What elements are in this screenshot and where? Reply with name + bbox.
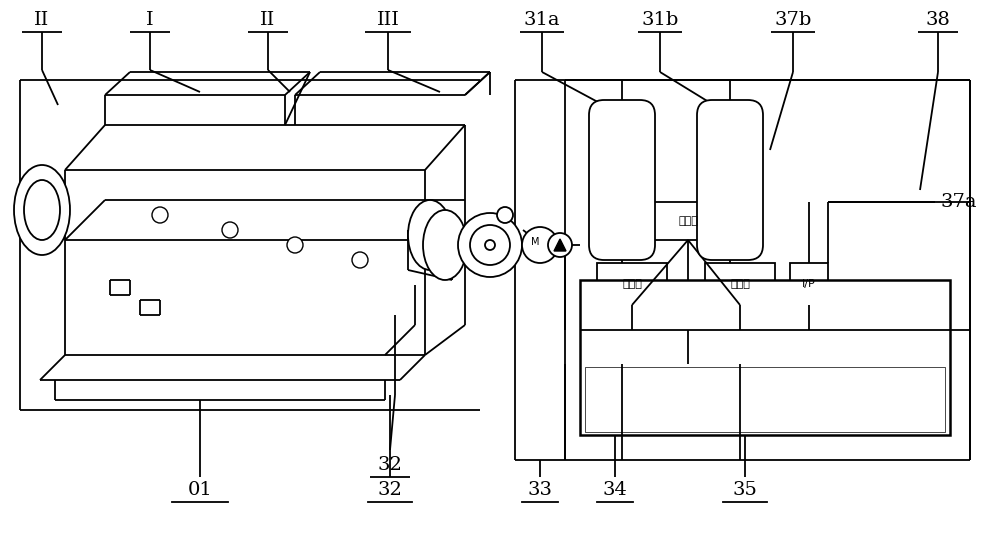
Bar	[597, 263, 667, 305]
Text: 三通阀: 三通阀	[622, 279, 642, 289]
Ellipse shape	[152, 207, 168, 223]
Text: I: I	[146, 11, 154, 29]
Bar	[580, 280, 950, 435]
Bar	[705, 263, 775, 305]
Bar	[585, 367, 945, 432]
Text: 31b: 31b	[641, 11, 679, 29]
Ellipse shape	[24, 180, 60, 240]
Text: 三通阀: 三通阀	[730, 279, 750, 289]
Ellipse shape	[522, 227, 558, 263]
Bar	[790, 263, 828, 305]
Text: 38: 38	[926, 11, 950, 29]
Text: II: II	[34, 11, 50, 29]
Bar	[585, 367, 945, 432]
Ellipse shape	[548, 233, 572, 257]
Ellipse shape	[423, 210, 467, 280]
Text: 32: 32	[378, 481, 402, 499]
FancyBboxPatch shape	[697, 100, 763, 260]
Ellipse shape	[497, 207, 513, 223]
Polygon shape	[554, 239, 566, 251]
Text: III: III	[377, 11, 399, 29]
Ellipse shape	[458, 213, 522, 277]
Ellipse shape	[352, 252, 368, 268]
Ellipse shape	[470, 225, 510, 265]
FancyBboxPatch shape	[589, 100, 655, 260]
Text: 32: 32	[378, 456, 402, 474]
Ellipse shape	[14, 165, 70, 255]
Text: 01: 01	[188, 481, 212, 499]
Ellipse shape	[408, 200, 452, 270]
Ellipse shape	[485, 240, 495, 250]
Ellipse shape	[411, 223, 425, 237]
Text: II: II	[260, 11, 276, 29]
Text: I/P: I/P	[802, 279, 816, 289]
Text: 33: 33	[528, 481, 552, 499]
Text: M: M	[531, 237, 539, 247]
Ellipse shape	[287, 237, 303, 253]
Text: 37a: 37a	[940, 193, 976, 211]
Text: 二通阀: 二通阀	[678, 216, 698, 226]
Text: 31a: 31a	[524, 11, 560, 29]
Text: 35: 35	[733, 481, 757, 499]
Text: 34: 34	[603, 481, 627, 499]
Ellipse shape	[222, 222, 238, 238]
Bar	[643, 202, 733, 240]
Text: 37b: 37b	[774, 11, 812, 29]
